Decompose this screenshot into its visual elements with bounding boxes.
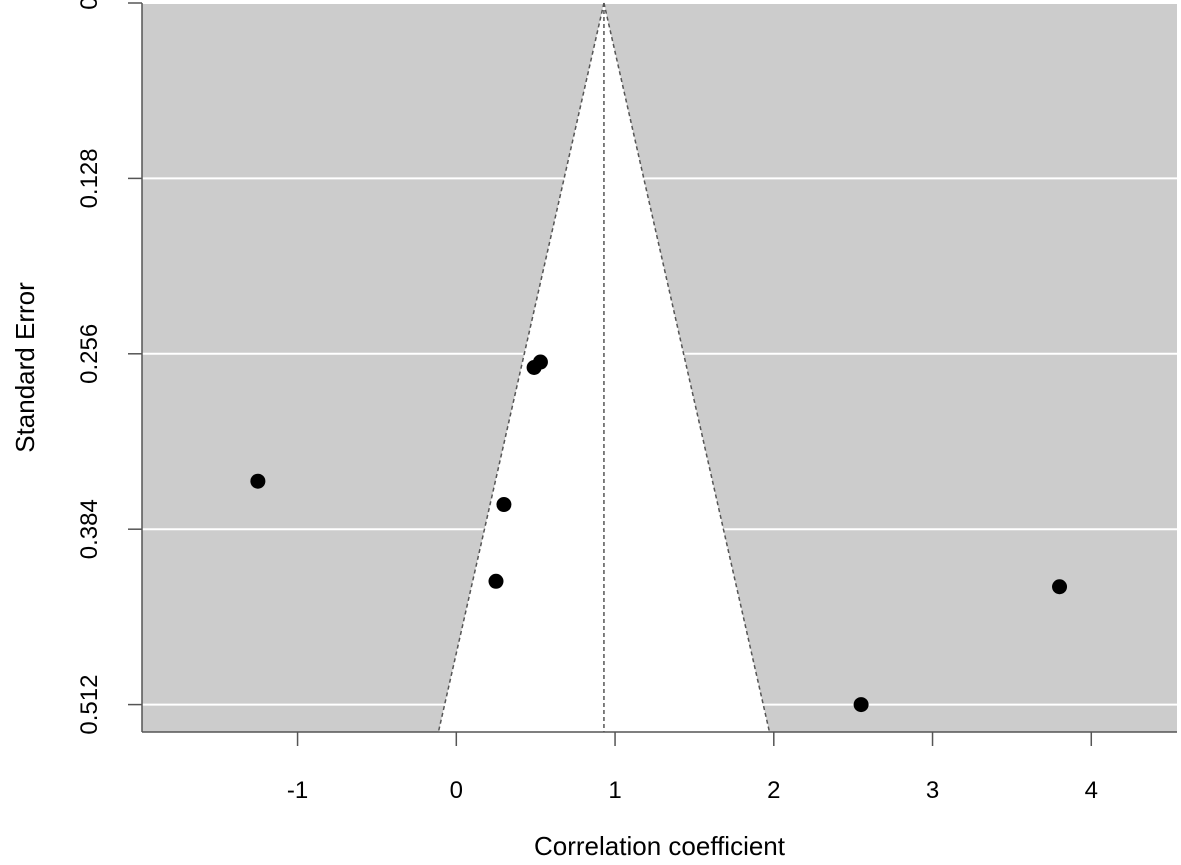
y-tick-label-3: 0.384 [76, 499, 103, 559]
y-tick-label-2: 0.256 [76, 324, 103, 384]
x-tick-label-4: 3 [926, 777, 939, 804]
x-axis-ticks: -1 0 1 2 3 4 [287, 732, 1098, 804]
x-axis-title: Correlation coefficient [534, 831, 786, 860]
y-tick-label-1: 0.128 [76, 148, 103, 208]
data-point-6 [853, 697, 869, 713]
x-tick-label-3: 2 [767, 777, 780, 804]
data-point-4 [488, 573, 504, 589]
x-tick-label-0: -1 [287, 777, 308, 804]
y-tick-label-4: 0.512 [76, 675, 103, 735]
data-point-2 [532, 354, 548, 370]
x-tick-label-2: 1 [608, 777, 621, 804]
x-tick-label-5: 4 [1085, 777, 1098, 804]
x-tick-label-1: 0 [450, 777, 463, 804]
y-tick-label-0: 0 [76, 0, 103, 10]
data-point-3 [496, 497, 512, 513]
funnel-left-boundary [437, 2, 605, 733]
data-points [250, 354, 1068, 713]
y-axis-title: Standard Error [10, 282, 40, 453]
data-point-0 [250, 473, 266, 489]
data-point-5 [1052, 579, 1068, 595]
funnel-right-boundary [603, 2, 771, 733]
y-axis-ticks: 0 0.128 0.256 0.384 0.512 [76, 0, 142, 735]
